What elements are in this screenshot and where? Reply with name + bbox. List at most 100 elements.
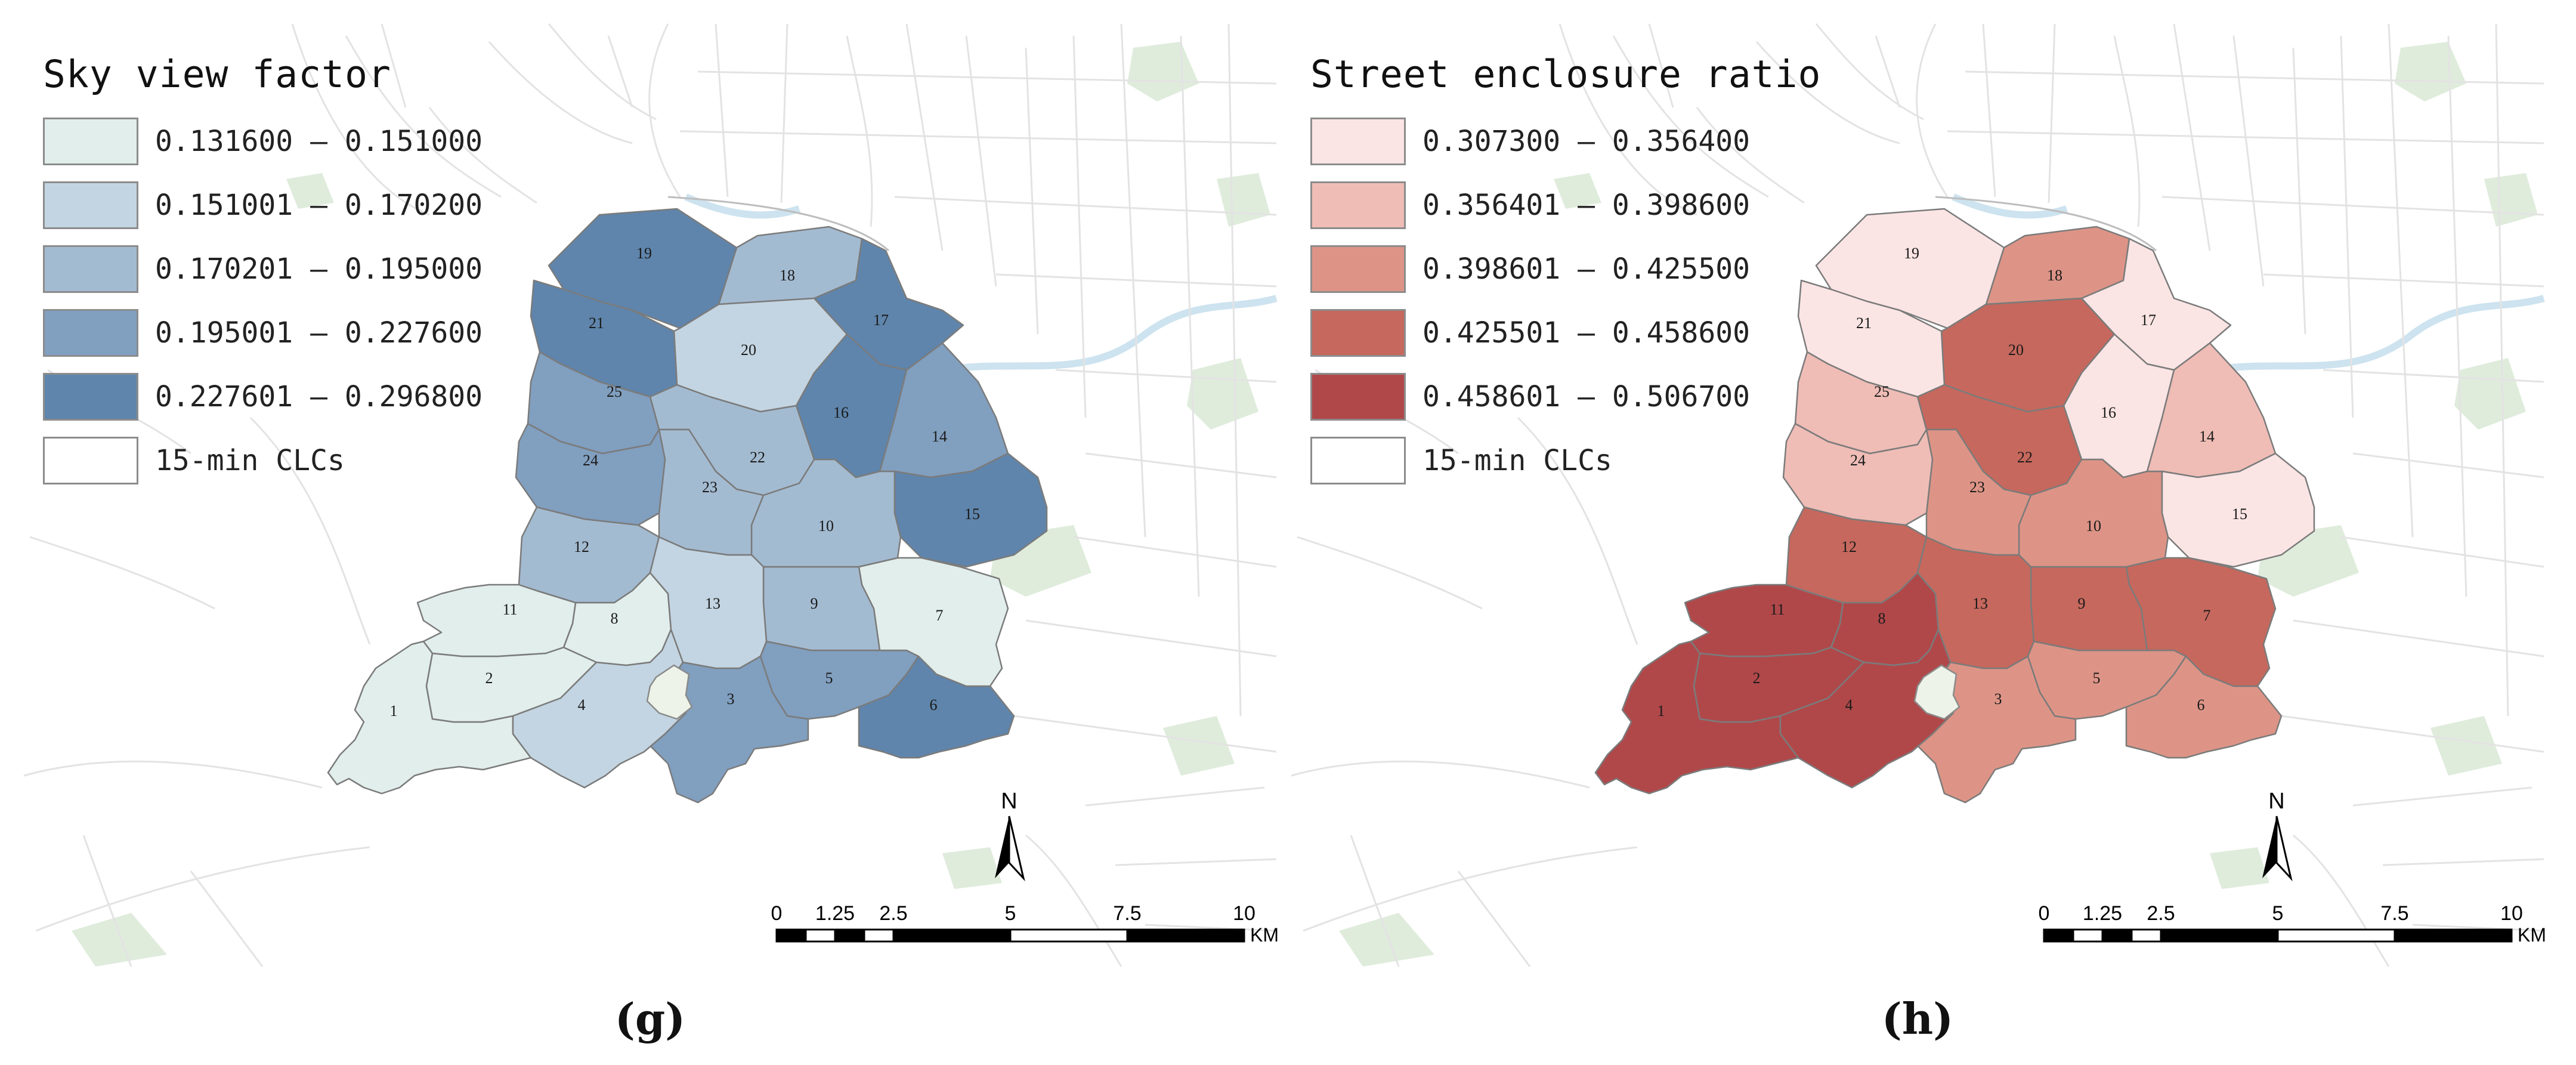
basemap-road [1517, 416, 1638, 645]
basemap-road [905, 23, 944, 251]
scale-bar-segment [805, 928, 836, 943]
district-15 [893, 452, 1048, 568]
district-label-6: 6 [930, 696, 938, 714]
districts-g [327, 208, 1048, 804]
park-area [1163, 716, 1235, 776]
basemap-road [2447, 35, 2467, 597]
districts-h [1594, 208, 2315, 804]
district-label-21: 21 [1856, 314, 1872, 332]
basemap-road [2340, 35, 2354, 418]
river [942, 295, 1278, 373]
basemap-road [249, 416, 371, 645]
basemap-road [2173, 23, 2211, 251]
district-label-1: 1 [1657, 702, 1665, 720]
basemap-road [190, 870, 264, 967]
basemap-road [488, 41, 633, 144]
park-area [1187, 358, 1258, 430]
district-label-23: 23 [702, 479, 718, 496]
district-label-3: 3 [1994, 690, 2002, 708]
scale-tick-label: 10 [2500, 902, 2523, 925]
coastline [667, 196, 889, 252]
basemap-road [548, 23, 657, 121]
district-label-3: 3 [727, 690, 735, 708]
district-label-2: 2 [485, 669, 493, 687]
scale-tick-label: 5 [1005, 902, 1016, 925]
scale-bar-segment [2160, 928, 2279, 943]
basemap-road [1558, 23, 1697, 216]
scale-tick-label: 0 [771, 902, 783, 925]
legend-label-h-5: 0.458601 — 0.506700 [1422, 379, 1751, 413]
district-label-12: 12 [574, 538, 589, 555]
north-arrow-g: N [995, 789, 1025, 882]
enclave-area [646, 664, 693, 720]
basemap-road [2495, 23, 2509, 717]
legend-h: Street enclosure ratio 0.307300 — 0.3564… [1310, 53, 1821, 492]
basemap-road [29, 536, 215, 610]
district-label-25: 25 [1874, 383, 1890, 400]
district-label-7: 7 [2203, 607, 2211, 624]
legend-title-h: Street enclosure ratio [1310, 53, 1822, 96]
basemap-road [82, 835, 132, 967]
basemap-road [1815, 23, 1924, 121]
scale-bar-segment [775, 928, 807, 943]
basemap-h [1291, 23, 2545, 967]
park-area [2430, 716, 2502, 776]
basemap-road [428, 107, 537, 204]
map-panel-g: 1 2 3 4 5 6 7 8 9 10 11 12 13 14 15 16 17 18 19 20 21 22 23 24 2… [12, 0, 1288, 1065]
scale-unit: KM [1250, 924, 1279, 946]
basemap-road [1755, 41, 1900, 144]
basemap-road [1013, 715, 1277, 753]
scale-bar-segment [834, 928, 865, 943]
legend-swatch-h-1 [1310, 117, 1406, 165]
legend-title-g: Sky view factor [43, 53, 391, 96]
legend-label-g-1: 0.131600 — 0.151000 [155, 124, 483, 158]
district-label-10: 10 [818, 517, 834, 535]
basemap-road [1025, 619, 1277, 657]
basemap-road [715, 23, 729, 197]
basemap-road [1085, 452, 1277, 479]
district-label-16: 16 [2101, 404, 2116, 421]
legend-item-h-5: 0.458601 — 0.506700 [1310, 365, 1821, 428]
legend-swatch-g-4 [43, 308, 138, 357]
coastline [1935, 196, 2157, 252]
basemap-road [2263, 273, 2544, 288]
scale-tick-label: 10 [1233, 902, 1255, 925]
basemap-road [697, 70, 1277, 85]
scale-unit: KM [2518, 924, 2546, 946]
basemap-road [345, 35, 502, 198]
district-label-22: 22 [750, 449, 765, 466]
north-label: N [2268, 789, 2284, 814]
scale-bar-segment [2130, 928, 2162, 943]
district-label-10: 10 [2086, 517, 2101, 535]
basemap-road [2161, 196, 2544, 216]
scale-tick-label: 1.25 [815, 902, 855, 925]
river [2209, 295, 2545, 373]
park-area [942, 847, 1002, 889]
legend-item-g-4: 0.195001 — 0.227600 [43, 301, 483, 365]
basemap-road [2323, 369, 2544, 383]
legend-label-g-5: 0.227601 — 0.296800 [155, 379, 483, 413]
basemap-road [2412, 924, 2544, 932]
basemap-road [2293, 834, 2390, 967]
park-area [286, 173, 334, 209]
district-label-5: 5 [2093, 669, 2101, 687]
river [1952, 193, 2068, 219]
legend-item-g-5: 0.227601 — 0.296800 [43, 365, 483, 428]
park-area [2395, 42, 2466, 101]
legend-swatch-g-3 [43, 245, 138, 293]
district-label-19: 19 [1904, 245, 1919, 262]
legend-item-h-6: 15-min CLCs [1310, 428, 1821, 492]
park-area [1339, 913, 1434, 967]
district-label-4: 4 [578, 696, 586, 714]
district-label-2: 2 [1753, 669, 1761, 687]
district-label-6: 6 [2197, 696, 2205, 714]
district-label-11: 11 [1770, 601, 1785, 618]
district-15 [2161, 452, 2315, 568]
basemap-road [381, 23, 407, 108]
map-canvas-h: 1234567891011121314151617181920212223242… [1291, 23, 2546, 967]
basemap-road [1916, 23, 1949, 197]
district-label-8: 8 [1878, 610, 1886, 627]
north-arrow-right [2275, 816, 2293, 882]
legend-label-g-6: 15-min CLCs [155, 443, 345, 477]
